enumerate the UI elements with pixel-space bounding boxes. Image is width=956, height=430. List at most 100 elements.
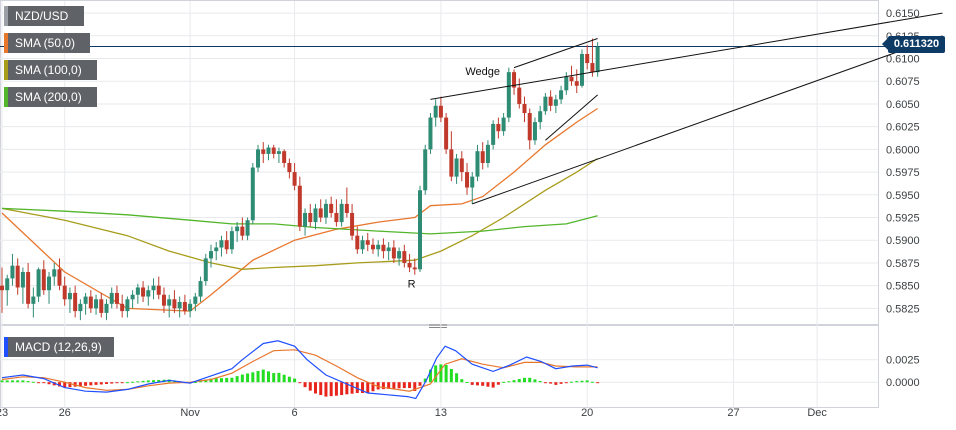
price-tick-label: 0.6050	[886, 99, 920, 111]
candle-body	[62, 285, 67, 300]
legend-sma-200[interactable]: SMA (200,0)	[4, 87, 97, 107]
macd-histogram-bar	[543, 382, 547, 384]
macd-histogram-bar	[303, 382, 307, 388]
macd-histogram-bar	[131, 381, 135, 383]
price-tick-label: 0.6100	[886, 54, 920, 66]
candle-body	[449, 149, 454, 177]
candle-body	[376, 244, 381, 250]
wedge-trendline	[545, 94, 598, 141]
macd-histogram-bar	[470, 382, 474, 385]
date-tick-label: 13	[435, 407, 447, 419]
macd-histogram-bar	[496, 382, 500, 385]
wedge-trendline	[513, 38, 598, 69]
macd-histogram-bar	[193, 381, 197, 383]
legend-sma-50[interactable]: SMA (50,0)	[4, 33, 90, 53]
candle-body	[287, 163, 292, 173]
candle-body	[276, 151, 281, 154]
macd-histogram-bar	[0, 380, 4, 383]
macd-tick-label: 0.0025	[886, 355, 920, 367]
macd-histogram-bar	[575, 381, 579, 383]
candle-body	[344, 203, 349, 213]
candle-body	[391, 247, 396, 259]
macd-histogram-bar	[214, 378, 218, 383]
candle-body	[125, 299, 130, 312]
macd-histogram-bar	[554, 382, 558, 385]
candle-body	[553, 99, 558, 106]
candle-body	[585, 53, 590, 64]
legend-sma-100[interactable]: SMA (100,0)	[4, 60, 97, 80]
candle-body	[297, 185, 302, 227]
axis-layer: 0.61500.61250.61000.60750.60500.60250.60…	[0, 8, 920, 419]
macd-histogram-bar	[491, 382, 495, 388]
price-tick-label: 0.5900	[886, 235, 920, 247]
macd-histogram-bar	[507, 381, 511, 383]
macd-histogram-bar	[585, 380, 589, 383]
macd-histogram-bar	[141, 380, 145, 383]
candle-body	[88, 296, 93, 309]
macd-histogram-bar	[381, 382, 385, 390]
macd-histogram-bar	[428, 369, 432, 383]
candle-body	[334, 212, 339, 223]
candle-body	[485, 144, 490, 163]
legend-symbol[interactable]: NZD/USD	[4, 6, 84, 26]
legend-sma-50-label: SMA (50,0)	[15, 36, 76, 50]
macd-histogram-bar	[376, 382, 380, 390]
macd-histogram-bar	[37, 382, 41, 384]
macd-histogram-bar	[115, 382, 119, 384]
trendline-layer	[430, 12, 943, 205]
candle-body	[172, 299, 177, 309]
macd-line	[1, 340, 598, 400]
candle-body	[256, 149, 261, 168]
candle-body	[177, 302, 182, 309]
macd-histogram-bar	[355, 382, 359, 393]
annotation-layer: Wedge R	[408, 66, 500, 291]
candle-body	[15, 265, 20, 288]
candle-body	[402, 251, 407, 263]
candle-body	[209, 251, 213, 259]
candle-body	[20, 272, 25, 288]
macd-histogram-bar	[408, 382, 412, 389]
candle-body	[475, 151, 480, 177]
macd-histogram-bar	[31, 381, 35, 383]
macd-histogram-bar	[251, 372, 255, 383]
candle-body	[480, 151, 485, 163]
macd-histogram-bar	[434, 365, 438, 383]
candle-body	[412, 267, 417, 270]
macd-histogram-bar	[418, 382, 422, 386]
macd-histogram-bar	[392, 382, 396, 389]
macd-histogram-bar	[340, 382, 344, 396]
legend-macd[interactable]: MACD (12,26,9)	[4, 337, 114, 357]
candle-body	[308, 212, 313, 223]
candle-body	[548, 96, 553, 106]
macd-histogram-bar	[596, 382, 600, 384]
candle-body	[36, 269, 41, 297]
candle-body	[83, 296, 88, 304]
macd-histogram-bar	[517, 378, 521, 383]
candle-body	[94, 299, 99, 309]
candle-body	[282, 151, 287, 163]
candle-body	[559, 90, 564, 100]
candle-body	[501, 117, 506, 132]
candle-body	[41, 269, 46, 291]
macd-histogram-bar	[481, 382, 485, 386]
macd-histogram-bar	[402, 382, 406, 389]
candle-body	[360, 240, 365, 250]
macd-histogram-bar	[219, 378, 223, 383]
macd-histogram-bar	[475, 382, 479, 386]
price-tick-label: 0.5825	[886, 303, 920, 315]
candle-body	[99, 299, 104, 313]
macd-histogram-bar	[538, 380, 542, 383]
candle-body	[543, 96, 548, 112]
macd-histogram-bar	[26, 381, 30, 383]
candle-body	[428, 117, 433, 150]
macd-histogram-bar	[266, 371, 270, 383]
candle-body	[57, 269, 62, 286]
candle-body	[245, 220, 250, 236]
macd-histogram-bar	[423, 378, 427, 383]
price-panel-frame	[0, 0, 879, 326]
macd-histogram-bar	[334, 382, 338, 396]
candle-body	[109, 292, 114, 304]
macd-histogram-bar	[397, 382, 401, 389]
